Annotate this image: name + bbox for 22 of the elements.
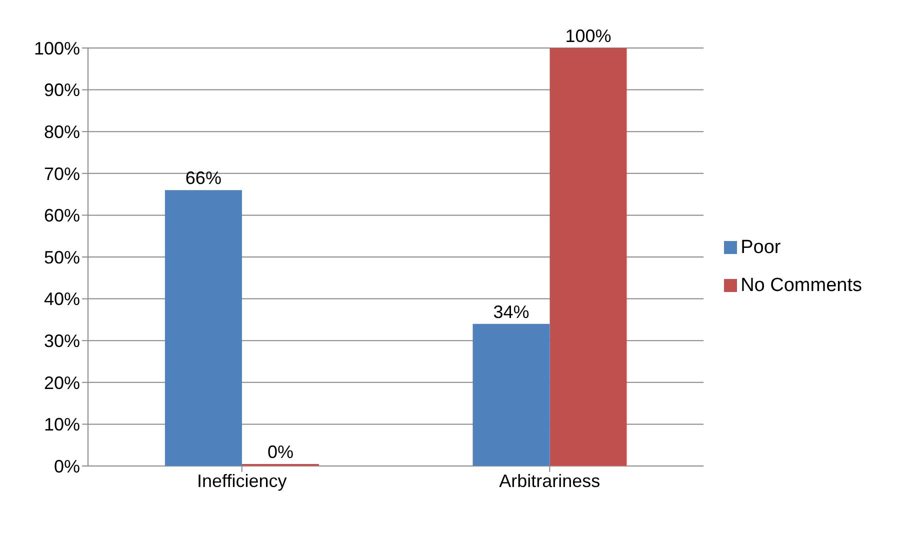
bar bbox=[164, 190, 242, 466]
data-label: 34% bbox=[493, 302, 530, 322]
y-tick-label: 50% bbox=[44, 247, 80, 268]
y-tick-label: 10% bbox=[44, 414, 80, 435]
y-tick-label: 80% bbox=[44, 122, 80, 142]
data-label: 0% bbox=[267, 442, 294, 462]
y-tick-label: 70% bbox=[44, 164, 80, 184]
y-tick-label: 30% bbox=[44, 330, 80, 351]
y-tick-label: 40% bbox=[44, 289, 80, 310]
data-label: 66% bbox=[185, 168, 222, 188]
x-tick-label: Inefficiency bbox=[197, 470, 287, 491]
y-tick-label: 100% bbox=[34, 38, 80, 58]
y-tick-label: 0% bbox=[54, 456, 80, 476]
legend-label: Poor bbox=[740, 237, 781, 258]
data-label: 100% bbox=[565, 26, 612, 46]
bar bbox=[472, 324, 550, 466]
y-tick-label: 20% bbox=[44, 372, 80, 393]
legend-label: No Comments bbox=[740, 275, 862, 296]
x-tick-label: Arbitrariness bbox=[499, 470, 600, 491]
y-tick-label: 90% bbox=[44, 80, 80, 100]
bar bbox=[550, 48, 627, 466]
y-tick-label: 60% bbox=[44, 206, 80, 226]
